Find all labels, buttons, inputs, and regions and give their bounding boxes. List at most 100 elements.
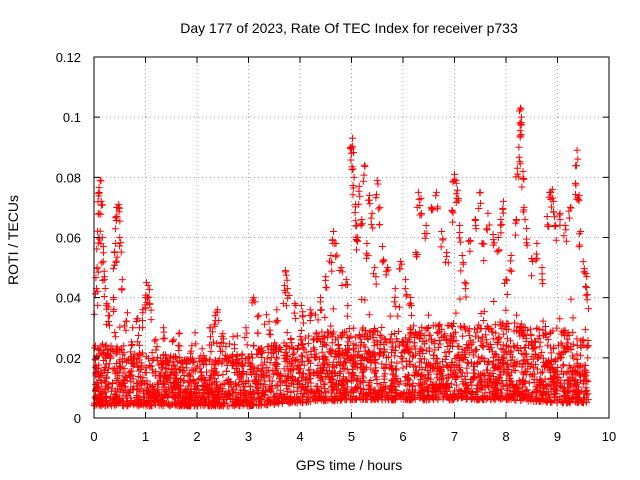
data-point — [196, 375, 204, 383]
data-point-peak — [372, 191, 380, 199]
data-point-peak — [503, 276, 511, 284]
data-point-peak — [462, 285, 470, 293]
data-point — [502, 306, 510, 314]
data-point-peak — [363, 240, 371, 248]
data-point-peak — [499, 209, 507, 217]
data-point — [552, 379, 560, 387]
data-point-peak — [332, 253, 340, 261]
data-point — [483, 322, 491, 330]
data-point — [344, 302, 352, 310]
data-point-peak — [198, 345, 206, 353]
data-point-peak — [206, 333, 214, 341]
data-point — [522, 350, 530, 358]
data-point — [433, 370, 441, 378]
data-point — [492, 352, 500, 360]
data-point — [165, 383, 173, 391]
data-point — [578, 387, 586, 395]
data-point — [253, 388, 261, 396]
data-point — [180, 367, 188, 375]
data-point — [429, 322, 437, 330]
data-point — [532, 360, 540, 368]
data-point-peak — [458, 252, 466, 260]
data-point — [447, 370, 455, 378]
data-point — [280, 390, 288, 398]
data-point-peak — [103, 301, 111, 309]
data-point — [234, 371, 242, 379]
data-point-peak — [146, 286, 154, 294]
data-point — [404, 392, 412, 400]
data-point — [577, 352, 585, 360]
data-point-peak — [249, 296, 257, 304]
y-tick-label: 0 — [74, 411, 81, 426]
data-point — [380, 389, 388, 397]
data-point — [122, 383, 130, 391]
data-point — [138, 362, 146, 370]
data-point — [282, 341, 290, 349]
data-point — [523, 386, 531, 394]
data-point-peak — [171, 353, 179, 361]
data-point-peak — [355, 200, 363, 208]
data-point — [576, 371, 584, 379]
data-point — [249, 354, 257, 362]
data-point — [503, 385, 511, 393]
data-point — [139, 389, 147, 397]
data-point — [180, 388, 188, 396]
data-point — [102, 354, 110, 362]
data-point — [318, 342, 326, 350]
data-point — [204, 390, 212, 398]
data-point — [522, 334, 530, 342]
data-point — [293, 364, 301, 372]
data-point — [393, 375, 401, 383]
data-point — [553, 324, 561, 332]
data-point — [563, 389, 571, 397]
data-point — [264, 394, 272, 402]
data-point — [439, 383, 447, 391]
data-point — [473, 328, 481, 336]
data-point — [256, 397, 264, 405]
data-point-peak — [551, 213, 559, 221]
data-point-peak — [187, 347, 195, 355]
data-point — [411, 386, 419, 394]
x-tick-label: 9 — [554, 429, 561, 444]
data-point — [458, 369, 466, 377]
data-point-peak — [373, 176, 381, 184]
data-point-peak — [241, 334, 249, 342]
data-point — [395, 392, 403, 400]
data-point-peak — [519, 167, 527, 175]
data-point — [380, 348, 388, 356]
data-point — [573, 394, 581, 402]
data-point — [286, 367, 294, 375]
data-point — [430, 352, 438, 360]
data-point — [551, 393, 559, 401]
data-point-peak — [97, 177, 105, 185]
data-point — [547, 349, 555, 357]
data-point — [436, 340, 444, 348]
data-point-peak — [94, 198, 102, 206]
data-point-peak — [266, 326, 274, 334]
data-point — [531, 337, 539, 345]
data-point-peak — [582, 291, 590, 299]
data-point — [449, 319, 457, 327]
data-point — [516, 388, 524, 396]
data-point — [568, 352, 576, 360]
data-point — [112, 391, 120, 399]
data-point — [334, 334, 342, 342]
data-point — [188, 366, 196, 374]
data-point — [321, 388, 329, 396]
data-point — [536, 352, 544, 360]
data-point — [221, 355, 229, 363]
data-point — [435, 336, 443, 344]
data-point — [557, 397, 565, 405]
data-point — [507, 368, 515, 376]
data-point — [261, 400, 269, 408]
data-point — [304, 340, 312, 348]
data-point — [391, 352, 399, 360]
data-point — [550, 391, 558, 399]
data-point — [120, 342, 128, 350]
data-point-peak — [100, 267, 108, 275]
data-point — [124, 356, 132, 364]
data-point — [555, 396, 563, 404]
data-point — [403, 395, 411, 403]
data-point-peak — [483, 226, 491, 234]
data-point-peak — [117, 239, 125, 247]
